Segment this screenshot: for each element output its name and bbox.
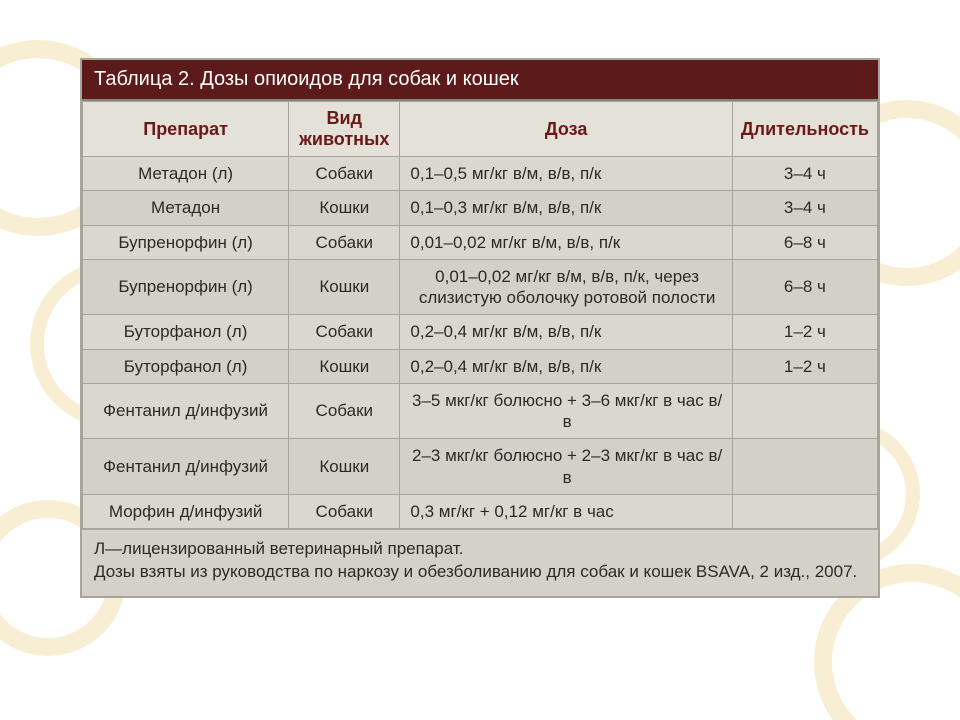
table-row: Буторфанол (л) Собаки 0,2–0,4 мг/кг в/м,… xyxy=(83,315,878,349)
cell-dose: 2–3 мкг/кг болюсно + 2–3 мкг/кг в час в/… xyxy=(400,439,732,495)
cell-drug: Буторфанол (л) xyxy=(83,349,289,383)
cell-species: Кошки xyxy=(289,259,400,315)
cell-drug: Бупренорфин (л) xyxy=(83,259,289,315)
cell-species: Кошки xyxy=(289,439,400,495)
cell-dose: 0,01–0,02 мг/кг в/м, в/в, п/к xyxy=(400,225,732,259)
col-header-species: Вид животных xyxy=(289,102,400,157)
opioid-dose-table: Препарат Вид животных Доза Длительность … xyxy=(82,101,878,529)
cell-species: Собаки xyxy=(289,157,400,191)
cell-dose: 0,1–0,3 мг/кг в/м, в/в, п/к xyxy=(400,191,732,225)
cell-species: Собаки xyxy=(289,494,400,528)
cell-duration xyxy=(732,383,877,439)
cell-drug: Буторфанол (л) xyxy=(83,315,289,349)
table-panel: Таблица 2. Дозы опиоидов для собак и кош… xyxy=(80,58,880,598)
col-header-dose: Доза xyxy=(400,102,732,157)
cell-species: Собаки xyxy=(289,225,400,259)
table-row: Морфин д/инфузий Собаки 0,3 мг/кг + 0,12… xyxy=(83,494,878,528)
cell-dose: 3–5 мкг/кг болюсно + 3–6 мкг/кг в час в/… xyxy=(400,383,732,439)
table-row: Фентанил д/инфузий Кошки 2–3 мкг/кг болю… xyxy=(83,439,878,495)
col-header-duration: Длительность xyxy=(732,102,877,157)
cell-duration xyxy=(732,439,877,495)
cell-drug: Бупренорфин (л) xyxy=(83,225,289,259)
cell-duration: 3–4 ч xyxy=(732,191,877,225)
table-row: Фентанил д/инфузий Собаки 3–5 мкг/кг бол… xyxy=(83,383,878,439)
cell-duration: 6–8 ч xyxy=(732,259,877,315)
cell-species: Кошки xyxy=(289,349,400,383)
table-footnote: Л—лицензированный ветеринарный препарат.… xyxy=(82,529,878,596)
col-header-drug: Препарат xyxy=(83,102,289,157)
table-row: Метадон Кошки 0,1–0,3 мг/кг в/м, в/в, п/… xyxy=(83,191,878,225)
cell-drug: Фентанил д/инфузий xyxy=(83,383,289,439)
table-row: Бупренорфин (л) Собаки 0,01–0,02 мг/кг в… xyxy=(83,225,878,259)
cell-dose: 0,2–0,4 мг/кг в/м, в/в, п/к xyxy=(400,315,732,349)
cell-dose: 0,3 мг/кг + 0,12 мг/кг в час xyxy=(400,494,732,528)
cell-dose: 0,2–0,4 мг/кг в/м, в/в, п/к xyxy=(400,349,732,383)
table-row: Буторфанол (л) Кошки 0,2–0,4 мг/кг в/м, … xyxy=(83,349,878,383)
cell-dose: 0,1–0,5 мг/кг в/м, в/в, п/к xyxy=(400,157,732,191)
table-header-row: Препарат Вид животных Доза Длительность xyxy=(83,102,878,157)
cell-drug: Метадон xyxy=(83,191,289,225)
cell-species: Кошки xyxy=(289,191,400,225)
table-row: Метадон (л) Собаки 0,1–0,5 мг/кг в/м, в/… xyxy=(83,157,878,191)
cell-duration xyxy=(732,494,877,528)
cell-drug: Метадон (л) xyxy=(83,157,289,191)
table-title: Таблица 2. Дозы опиоидов для собак и кош… xyxy=(82,60,878,101)
cell-drug: Фентанил д/инфузий xyxy=(83,439,289,495)
cell-duration: 6–8 ч xyxy=(732,225,877,259)
cell-species: Собаки xyxy=(289,383,400,439)
cell-duration: 1–2 ч xyxy=(732,349,877,383)
table-row: Бупренорфин (л) Кошки 0,01–0,02 мг/кг в/… xyxy=(83,259,878,315)
cell-duration: 3–4 ч xyxy=(732,157,877,191)
cell-duration: 1–2 ч xyxy=(732,315,877,349)
cell-dose: 0,01–0,02 мг/кг в/м, в/в, п/к, через сли… xyxy=(400,259,732,315)
cell-drug: Морфин д/инфузий xyxy=(83,494,289,528)
cell-species: Собаки xyxy=(289,315,400,349)
